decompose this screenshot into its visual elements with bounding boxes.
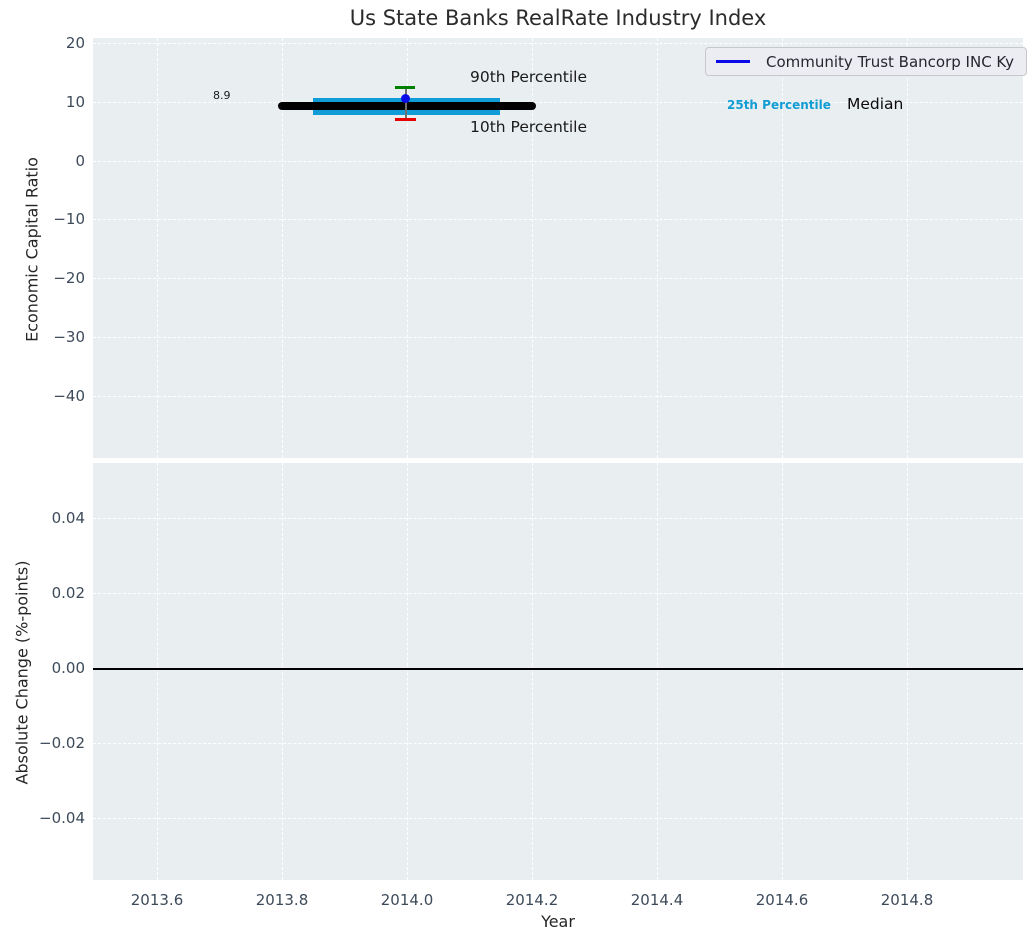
median-line xyxy=(278,102,536,110)
gridline-v xyxy=(907,463,908,880)
p90-annotation: 90th Percentile xyxy=(470,68,588,86)
ytick-label: −40 xyxy=(53,387,85,405)
top-axes: 8.9 90th Percentile 10th Percentile 25th… xyxy=(93,38,1028,458)
gridline-v xyxy=(657,463,658,880)
xtick-label: 2014.2 xyxy=(505,891,559,909)
gridline-v xyxy=(907,38,908,458)
median-annotation: Median xyxy=(847,95,904,113)
gridline-h xyxy=(93,593,1023,594)
ytick-label: 20 xyxy=(65,34,85,52)
legend: Community Trust Bancorp INC Ky xyxy=(705,47,1028,76)
gridline-h xyxy=(93,818,1023,819)
ytick-label: −0.02 xyxy=(39,734,85,752)
p25-annotation: 25th Percentile xyxy=(727,98,831,112)
xtick-label: 2014.6 xyxy=(755,891,809,909)
xtick-label: 2013.6 xyxy=(130,891,184,909)
gridline-v xyxy=(532,463,533,880)
gridline-v xyxy=(532,38,533,458)
bottom-y-axis-label: Absolute Change (%-points) xyxy=(12,560,32,785)
gridline-v xyxy=(157,38,158,458)
ytick-label: −30 xyxy=(53,328,85,346)
gridline-h xyxy=(93,337,1023,338)
legend-series-label: Community Trust Bancorp INC Ky xyxy=(766,52,1015,71)
gridline-h xyxy=(93,278,1023,279)
value-annotation: 8.9 xyxy=(213,89,231,102)
errorbar-stem xyxy=(405,87,407,119)
gridline-h xyxy=(93,43,1023,44)
company-data-point xyxy=(401,94,410,103)
gridline-v xyxy=(282,463,283,880)
ytick-label: −20 xyxy=(53,269,85,287)
gridline-h xyxy=(93,396,1023,397)
ytick-label: 0.00 xyxy=(51,659,85,677)
gridline-v xyxy=(782,463,783,880)
ytick-label: −10 xyxy=(53,210,85,228)
chart-title: Us State Banks RealRate Industry Index xyxy=(349,6,767,30)
gridline-h xyxy=(93,518,1023,519)
xtick-label: 2014.8 xyxy=(880,891,934,909)
top-y-axis-label: Economic Capital Ratio xyxy=(22,157,42,342)
bottom-axes xyxy=(93,463,1023,880)
gridline-v xyxy=(657,38,658,458)
gridline-v xyxy=(157,463,158,880)
ytick-label: −0.04 xyxy=(39,809,85,827)
ytick-label: 10 xyxy=(65,93,85,111)
gridline-h xyxy=(93,102,1023,103)
x-axis-label: Year xyxy=(541,912,575,931)
legend-line-sample xyxy=(716,60,750,63)
p90-errorbar-cap xyxy=(395,86,415,89)
ytick-label: 0 xyxy=(75,152,85,170)
ytick-label: 0.02 xyxy=(51,584,85,602)
gridline-h xyxy=(93,219,1023,220)
gridline-v xyxy=(407,38,408,458)
p10-annotation: 10th Percentile xyxy=(470,118,588,136)
gridline-v xyxy=(782,38,783,458)
gridline-h xyxy=(93,161,1023,162)
xtick-label: 2013.8 xyxy=(255,891,309,909)
ytick-label: 0.04 xyxy=(51,509,85,527)
xtick-label: 2014.0 xyxy=(380,891,434,909)
p10-errorbar-cap xyxy=(395,118,416,121)
gridline-v xyxy=(407,463,408,880)
gridline-v xyxy=(282,38,283,458)
gridline-h xyxy=(93,743,1023,744)
zero-baseline xyxy=(93,668,1023,670)
xtick-label: 2014.4 xyxy=(630,891,684,909)
